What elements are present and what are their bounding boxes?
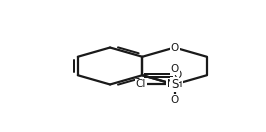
Text: NH: NH xyxy=(167,79,182,89)
Text: Cl: Cl xyxy=(136,79,146,89)
Text: O: O xyxy=(173,70,182,80)
Text: O: O xyxy=(171,64,179,74)
Text: S: S xyxy=(171,78,178,91)
Text: O: O xyxy=(171,43,179,53)
Text: O: O xyxy=(171,95,179,105)
